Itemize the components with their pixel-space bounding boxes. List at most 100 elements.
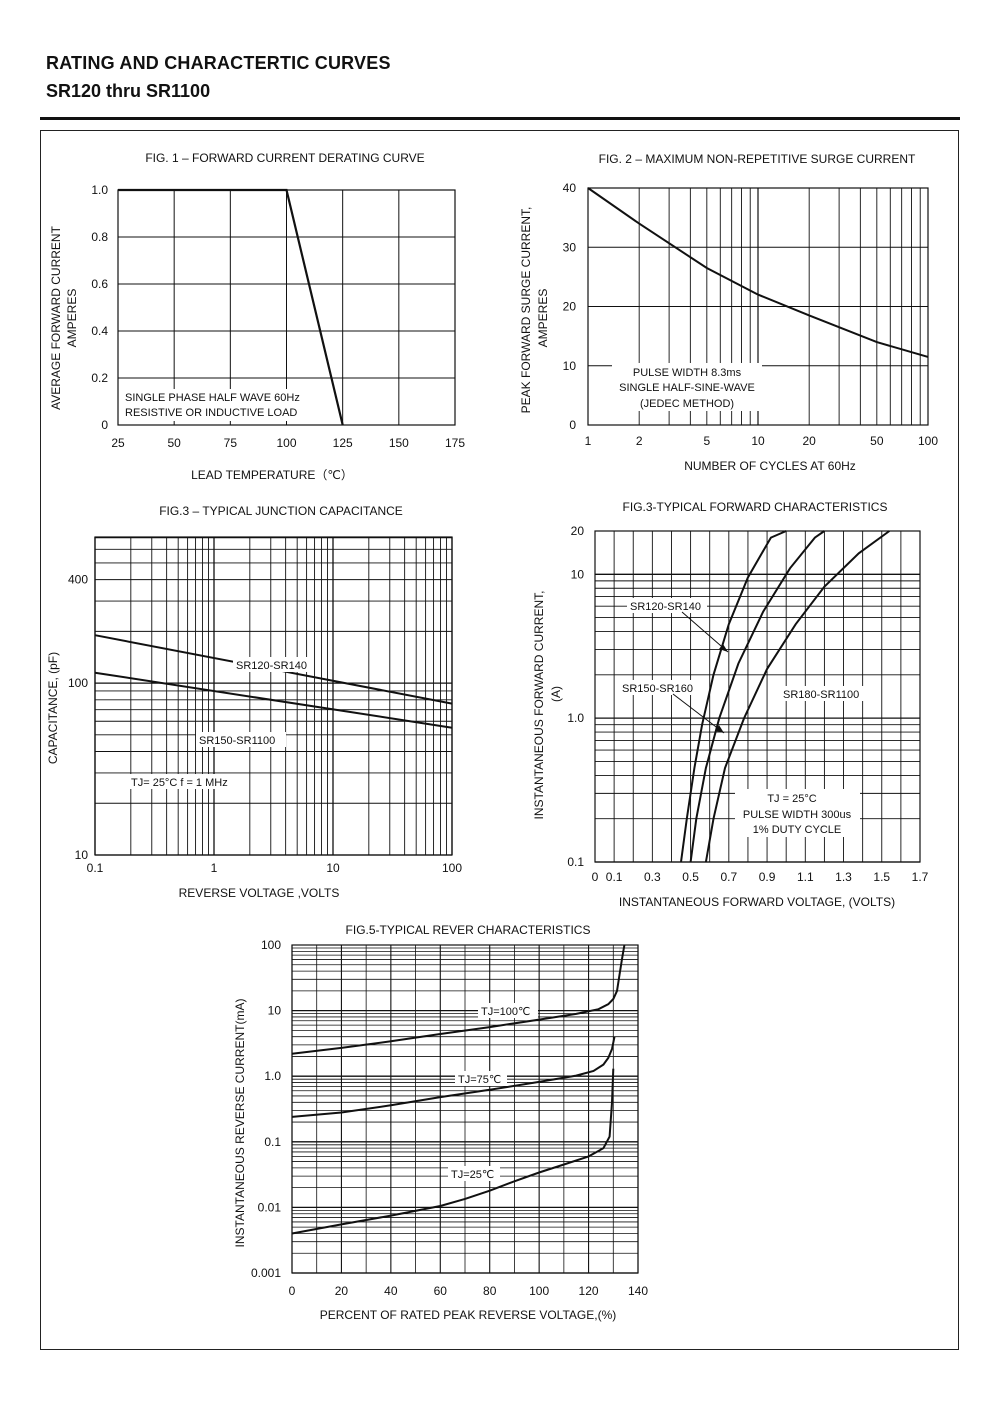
fig4-series-label: SR120-SR140 xyxy=(630,601,701,613)
fig3-x-tick-label: 10 xyxy=(326,861,340,875)
fig1-annotation: SINGLE PHASE HALF WAVE 60Hz xyxy=(125,392,300,404)
fig2-y-axis-label-2: AMPERES xyxy=(536,289,550,348)
fig2-x-tick-label: 2 xyxy=(636,434,643,448)
fig2-plot-border xyxy=(587,187,929,426)
fig5-series-label: TJ=75℃ xyxy=(458,1074,501,1086)
fig3-series-label-box xyxy=(233,657,313,672)
fig4-y-tick-label: 10 xyxy=(571,567,585,581)
fig1-y-tick-label: 0.8 xyxy=(91,230,108,244)
fig5-series-label: TJ=25℃ xyxy=(451,1169,494,1181)
fig5-x-tick-label: 60 xyxy=(434,1284,448,1298)
fig5-series-label-box xyxy=(455,1071,507,1086)
fig3-series-label-box xyxy=(196,732,286,747)
fig2-x-tick-label: 100 xyxy=(918,434,938,448)
fig4-annotation: TJ = 25°C xyxy=(767,793,816,805)
fig5-y-tick-label: 100 xyxy=(261,938,281,952)
fig2-x-tick-label: 5 xyxy=(703,434,710,448)
fig5-series-curve xyxy=(291,1068,615,1235)
fig2-annotation: SINGLE HALF-SINE-WAVE xyxy=(619,382,755,394)
fig3-plot-border xyxy=(94,536,453,856)
fig2-y-tick-label: 20 xyxy=(563,300,577,314)
page-subtitle: SR120 thru SR1100 xyxy=(46,81,211,101)
fig2-annotation: PULSE WIDTH 8.3ms xyxy=(633,367,742,379)
fig1-x-tick-label: 125 xyxy=(333,436,353,450)
fig5-x-tick-label: 20 xyxy=(335,1284,349,1298)
fig4-leader-line xyxy=(672,693,725,734)
fig2-y-axis-label: PEAK FORWARD SURGE CURRENT, xyxy=(519,207,533,414)
fig5-x-tick-label: 100 xyxy=(529,1284,549,1298)
fig4-x-tick-label: 1.7 xyxy=(912,870,929,884)
page-title: RATING AND CHARACTERTIC CURVES xyxy=(46,53,391,73)
fig5-y-tick-label: 1.0 xyxy=(264,1069,281,1083)
fig5-y-tick-label: 0.01 xyxy=(258,1200,282,1214)
fig4-x-axis-label: INSTANTANEOUS FORWARD VOLTAGE, (VOLTS) xyxy=(619,895,895,909)
fig3-grid xyxy=(94,537,453,856)
fig4-annotation: 1% DUTY CYCLE xyxy=(753,824,841,836)
fig2-x-tick-label: 20 xyxy=(802,434,816,448)
fig1-x-tick-label: 75 xyxy=(224,436,238,450)
fig4-x-tick-label: 1.5 xyxy=(873,870,890,884)
fig1-title: FIG. 1 – FORWARD CURRENT DERATING CURVE xyxy=(145,151,424,165)
fig1-y-tick-label: 1.0 xyxy=(91,183,108,197)
fig5-x-axis-label: PERCENT OF RATED PEAK REVERSE VOLTAGE,(%… xyxy=(320,1308,617,1322)
fig4-x-tick-label: 0.5 xyxy=(682,870,699,884)
fig1-y-axis-label: AVERAGE FORWARD CURRENT xyxy=(49,225,63,409)
fig1-y-tick-label: 0.2 xyxy=(91,371,108,385)
fig2-x-tick-label: 10 xyxy=(751,434,765,448)
fig1-annotation: RESISTIVE OR INDUCTIVE LOAD xyxy=(125,407,297,419)
fig3-annotation: TJ= 25°C f = 1 MHz xyxy=(131,777,228,789)
fig4-y-tick-label: 20 xyxy=(571,524,585,538)
fig2-y-tick-label: 40 xyxy=(563,181,577,195)
fig4-annotation: PULSE WIDTH 300us xyxy=(743,809,852,821)
fig4-series-label-box xyxy=(619,680,699,695)
fig1-derating-line xyxy=(118,188,344,426)
fig4-leader-arrow xyxy=(719,644,728,652)
fig4-title: FIG.3-TYPICAL FORWARD CHARACTERISTICS xyxy=(623,500,888,514)
fig5-x-tick-label: 120 xyxy=(579,1284,599,1298)
fig2-y-tick-label: 30 xyxy=(563,240,577,254)
fig3-y-axis-label: CAPACITANCE, (pF) xyxy=(46,652,60,764)
fig4-x-tick-label: 1.1 xyxy=(797,870,814,884)
fig5-series-label-box xyxy=(448,1166,500,1181)
fig5-y-axis-label: INSTANTANEOUS REVERSE CURRENT(mA) xyxy=(233,999,247,1248)
fig1-x-tick-label: 50 xyxy=(167,436,181,450)
fig3-y-tick-label: 100 xyxy=(68,676,88,690)
fig3-title: FIG.3 – TYPICAL JUNCTION CAPACITANCE xyxy=(159,504,403,518)
figures-frame xyxy=(40,130,959,1350)
fig1-x-tick-label: 25 xyxy=(111,436,125,450)
fig2-annotation-box xyxy=(612,363,762,411)
fig1-x-tick-label: 150 xyxy=(389,436,409,450)
fig4-x-tick-label: 0.1 xyxy=(606,870,623,884)
fig1-annotation-box xyxy=(121,389,316,421)
fig4-series-label: SR150-SR160 xyxy=(622,683,693,695)
fig4-x-tick-label: 1.3 xyxy=(835,870,852,884)
fig4-y-tick-label: 0.1 xyxy=(567,855,584,869)
fig4-x-tick-label: 0.7 xyxy=(720,870,737,884)
fig1-x-tick-label: 175 xyxy=(445,436,465,450)
fig3-series-line xyxy=(94,671,453,729)
fig4-y-axis-label: INSTANTANEOUS FORWARD CURRENT, xyxy=(532,591,546,820)
fig5-series-curve xyxy=(291,944,626,1055)
fig1-y-tick-label: 0.6 xyxy=(91,277,108,291)
fig4-series-curve xyxy=(689,530,825,863)
fig4-annotation-box xyxy=(735,789,860,837)
fig3-x-tick-label: 0.1 xyxy=(87,861,104,875)
fig2-title: FIG. 2 – MAXIMUM NON-REPETITIVE SURGE CU… xyxy=(599,152,916,166)
fig5-series-label: TJ=100℃ xyxy=(481,1006,530,1018)
fig4-series-label-box xyxy=(627,598,707,613)
fig2-y-tick-label: 10 xyxy=(563,359,577,373)
fig5-plot-border xyxy=(291,944,639,1274)
fig4-y-tick-label: 1.0 xyxy=(567,711,584,725)
fig2-annotation: (JEDEC METHOD) xyxy=(640,398,734,410)
fig3-y-tick-label: 400 xyxy=(68,573,88,587)
fig5-x-tick-label: 140 xyxy=(628,1284,648,1298)
fig3-x-axis-label: REVERSE VOLTAGE ,VOLTS xyxy=(179,886,340,900)
fig4-x-tick-label: 0 xyxy=(592,870,599,884)
fig5-x-tick-label: 80 xyxy=(483,1284,497,1298)
fig4-y-axis-label-2: (A) xyxy=(549,686,563,702)
fig4-series-curve xyxy=(704,530,890,863)
fig1-x-axis-label: LEAD TEMPERATURE（℃） xyxy=(191,468,353,482)
fig4-plot-border xyxy=(594,530,921,863)
fig1-y-axis-label-2: AMPERES xyxy=(65,289,79,348)
fig1-x-tick-label: 100 xyxy=(276,436,296,450)
